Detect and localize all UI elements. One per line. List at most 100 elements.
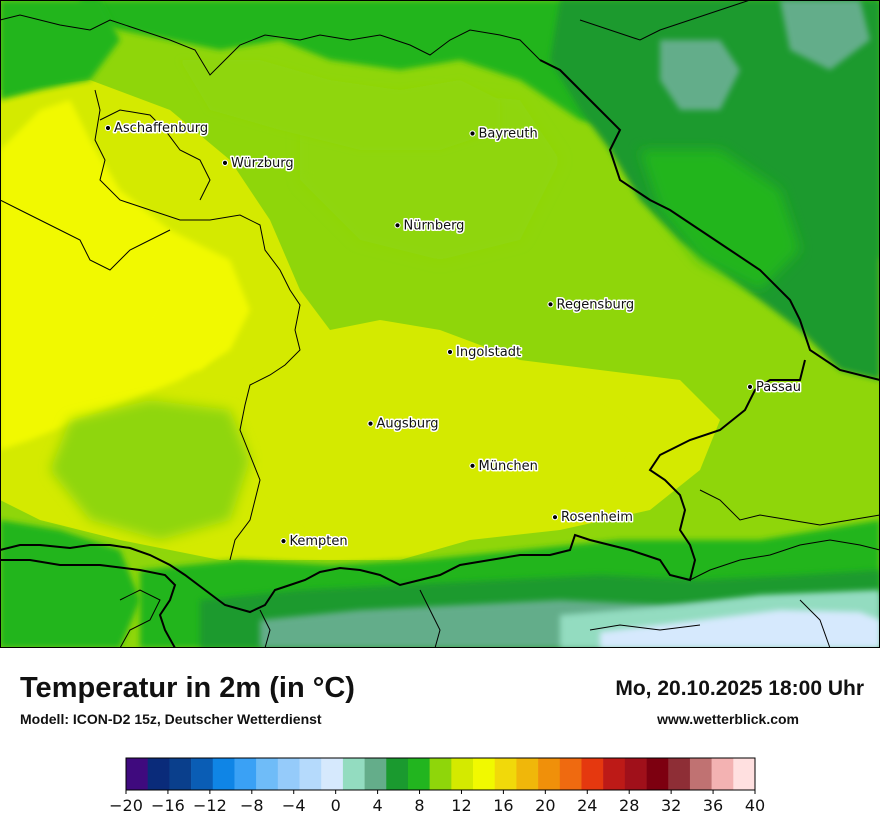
legend-swatch bbox=[169, 758, 192, 790]
legend-frame bbox=[125, 757, 756, 791]
legend-swatch bbox=[299, 758, 322, 790]
field-yellow-patch bbox=[145, 290, 230, 370]
legend-bar bbox=[125, 757, 756, 791]
legend-swatch bbox=[646, 758, 669, 790]
city-label: Rosenheim bbox=[561, 510, 633, 525]
city-dot bbox=[394, 222, 401, 229]
city-label: Augsburg bbox=[377, 417, 439, 432]
state-border-west bbox=[94, 89, 301, 561]
map-title: Temperatur in 2m (in °C) bbox=[20, 672, 355, 704]
city-marker: Regensburg bbox=[547, 296, 636, 314]
field-cool-northwest bbox=[0, 0, 120, 100]
model-source: Modell: ICON-D2 15z, Deutscher Wetterdie… bbox=[20, 711, 322, 727]
legend-swatch bbox=[407, 758, 430, 790]
country-border-austria bbox=[0, 359, 806, 614]
field-green-east-inner bbox=[640, 150, 800, 290]
color-legend: −20 −16 −12 −8 −4 0 4 8 12 16 20 24 28 32 36 40 bbox=[0, 752, 880, 830]
legend-swatch bbox=[473, 758, 496, 790]
legend-tick-label: 36 bbox=[703, 796, 723, 815]
field-green-rest-north bbox=[180, 60, 500, 150]
state-border-north bbox=[0, 14, 541, 76]
city-label: Bayreuth bbox=[479, 127, 538, 142]
city-marker: Würzburg bbox=[221, 154, 295, 172]
legend-swatch bbox=[126, 758, 148, 790]
city-dot bbox=[469, 130, 476, 137]
city-layer: Aschaffenburg Würzburg Bayreuth Nürnberg Reg… bbox=[104, 120, 802, 551]
city-marker: Augsburg bbox=[367, 415, 440, 433]
legend-swatch bbox=[581, 758, 604, 790]
legend-swatch bbox=[711, 758, 734, 790]
city-label: Passau bbox=[756, 380, 801, 395]
field-cool-southwest bbox=[50, 400, 250, 540]
city-marker: Kempten bbox=[280, 533, 349, 551]
legend-swatch bbox=[429, 758, 452, 790]
legend-swatch bbox=[516, 758, 539, 790]
city-label: Regensburg bbox=[557, 297, 635, 312]
legend-swatch bbox=[321, 758, 344, 790]
website-link[interactable]: www.wetterblick.com bbox=[657, 711, 799, 727]
valid-datetime: Mo, 20.10.2025 18:00 Uhr bbox=[615, 677, 864, 700]
legend-swatch bbox=[494, 758, 517, 790]
legend-swatch bbox=[733, 758, 756, 790]
legend-tick-label: 0 bbox=[331, 796, 341, 815]
legend-swatch bbox=[668, 758, 691, 790]
legend-swatch bbox=[234, 758, 257, 790]
city-label: Aschaffenburg bbox=[114, 121, 208, 136]
legend-swatch bbox=[559, 758, 582, 790]
field-teal-peak bbox=[660, 40, 740, 110]
temperature-map: Aschaffenburg Würzburg Bayreuth Nürnberg Reg… bbox=[0, 0, 880, 648]
map-canvas: Aschaffenburg Würzburg Bayreuth Nürnberg Reg… bbox=[0, 0, 880, 648]
state-border-austria-inner2 bbox=[699, 489, 880, 526]
city-dot bbox=[547, 301, 554, 308]
legend-tick-label: −12 bbox=[193, 796, 227, 815]
legend-tick-label: −20 bbox=[109, 796, 143, 815]
legend-swatch bbox=[277, 758, 300, 790]
city-dot bbox=[367, 420, 374, 427]
legend-tick-label: −16 bbox=[151, 796, 185, 815]
legend-swatch bbox=[386, 758, 409, 790]
legend-swatch bbox=[256, 758, 279, 790]
city-dot bbox=[746, 383, 754, 390]
legend-tick-label: 12 bbox=[451, 796, 471, 815]
city-dot bbox=[469, 462, 476, 469]
legend-swatch bbox=[342, 758, 365, 790]
legend-tick-label: −4 bbox=[282, 796, 306, 815]
legend-ticks: −20 −16 −12 −8 −4 0 4 8 12 16 20 24 28 32 36 40 bbox=[109, 790, 765, 815]
city-label: Nürnberg bbox=[404, 218, 465, 233]
city-marker: München bbox=[469, 457, 539, 475]
legend-tick-label: 16 bbox=[493, 796, 513, 815]
city-dot bbox=[551, 514, 559, 521]
state-border-austria-inner bbox=[689, 539, 880, 581]
city-dot bbox=[446, 348, 454, 356]
legend-tick-label: 20 bbox=[535, 796, 555, 815]
country-border-swiss bbox=[0, 559, 177, 648]
legend-swatch bbox=[191, 758, 214, 790]
state-border-swiss-inner bbox=[119, 589, 161, 648]
field-alps-pale bbox=[600, 610, 880, 648]
legend-canvas: −20 −16 −12 −8 −4 0 4 8 12 16 20 24 28 32 36 40 bbox=[109, 757, 765, 815]
city-marker: Aschaffenburg bbox=[104, 120, 210, 138]
city-dot bbox=[221, 159, 229, 166]
city-dot bbox=[104, 124, 112, 132]
city-label: München bbox=[479, 459, 538, 474]
legend-swatch bbox=[212, 758, 235, 790]
field-cool-corner-sw bbox=[0, 520, 140, 648]
legend-tick-label: 24 bbox=[577, 796, 597, 815]
legend-swatch bbox=[689, 758, 712, 790]
legend-swatch bbox=[451, 758, 474, 790]
state-border-south bbox=[259, 589, 831, 648]
legend-tick-label: 8 bbox=[414, 796, 424, 815]
city-marker: Passau bbox=[746, 378, 802, 396]
legend-swatch bbox=[364, 758, 387, 790]
legend-swatch bbox=[147, 758, 170, 790]
city-marker: Ingolstadt bbox=[446, 344, 523, 362]
legend-tick-label: 4 bbox=[373, 796, 383, 815]
country-border-czech bbox=[539, 59, 880, 381]
city-label: Kempten bbox=[290, 534, 348, 549]
city-marker: Rosenheim bbox=[551, 509, 634, 527]
city-label: Würzburg bbox=[231, 156, 294, 171]
legend-tick-label: −8 bbox=[240, 796, 264, 815]
legend-tick-label: 32 bbox=[661, 796, 681, 815]
city-marker: Nürnberg bbox=[394, 217, 466, 235]
state-border-west2 bbox=[0, 199, 171, 271]
